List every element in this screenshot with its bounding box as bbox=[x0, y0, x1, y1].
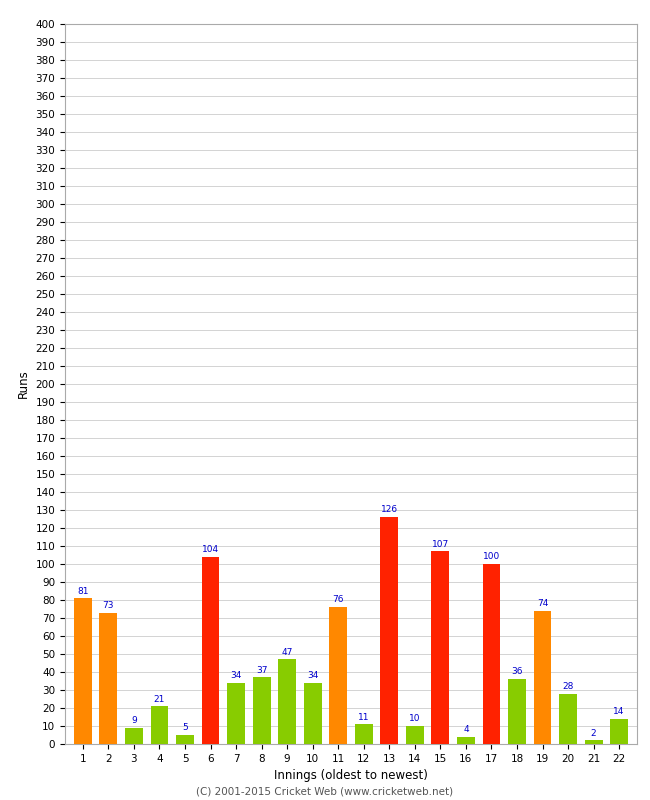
Text: 2: 2 bbox=[591, 729, 597, 738]
Text: 34: 34 bbox=[230, 671, 242, 680]
Bar bbox=[584, 741, 603, 744]
Text: 34: 34 bbox=[307, 671, 318, 680]
Y-axis label: Runs: Runs bbox=[17, 370, 30, 398]
Bar bbox=[151, 706, 168, 744]
Text: 5: 5 bbox=[182, 723, 188, 732]
Text: 74: 74 bbox=[537, 599, 548, 608]
Text: 81: 81 bbox=[77, 586, 88, 595]
Bar bbox=[355, 724, 372, 744]
Bar bbox=[227, 682, 245, 744]
Text: 21: 21 bbox=[154, 694, 165, 703]
Text: 76: 76 bbox=[333, 595, 344, 605]
Text: 36: 36 bbox=[512, 667, 523, 677]
Bar bbox=[176, 735, 194, 744]
Text: 126: 126 bbox=[381, 506, 398, 514]
Bar bbox=[330, 607, 347, 744]
Text: 28: 28 bbox=[562, 682, 574, 691]
Bar bbox=[432, 551, 449, 744]
Text: 9: 9 bbox=[131, 716, 136, 725]
Text: 10: 10 bbox=[409, 714, 421, 723]
Bar bbox=[559, 694, 577, 744]
Text: 11: 11 bbox=[358, 713, 369, 722]
Bar bbox=[534, 611, 551, 744]
Bar bbox=[99, 613, 118, 744]
Bar bbox=[278, 659, 296, 744]
Text: 73: 73 bbox=[103, 601, 114, 610]
Bar bbox=[304, 682, 322, 744]
Bar bbox=[380, 517, 398, 744]
Text: (C) 2001-2015 Cricket Web (www.cricketweb.net): (C) 2001-2015 Cricket Web (www.cricketwe… bbox=[196, 786, 454, 796]
Bar bbox=[482, 564, 500, 744]
Text: 104: 104 bbox=[202, 545, 219, 554]
Bar bbox=[508, 679, 526, 744]
Bar bbox=[202, 557, 220, 744]
Bar bbox=[610, 718, 628, 744]
Text: 4: 4 bbox=[463, 725, 469, 734]
Text: 107: 107 bbox=[432, 540, 449, 549]
Bar bbox=[457, 737, 475, 744]
Text: 47: 47 bbox=[281, 648, 293, 657]
X-axis label: Innings (oldest to newest): Innings (oldest to newest) bbox=[274, 770, 428, 782]
Text: 14: 14 bbox=[614, 707, 625, 716]
Bar bbox=[74, 598, 92, 744]
Text: 100: 100 bbox=[483, 552, 500, 562]
Bar bbox=[253, 678, 270, 744]
Bar bbox=[406, 726, 424, 744]
Text: 37: 37 bbox=[256, 666, 267, 674]
Bar bbox=[125, 728, 143, 744]
